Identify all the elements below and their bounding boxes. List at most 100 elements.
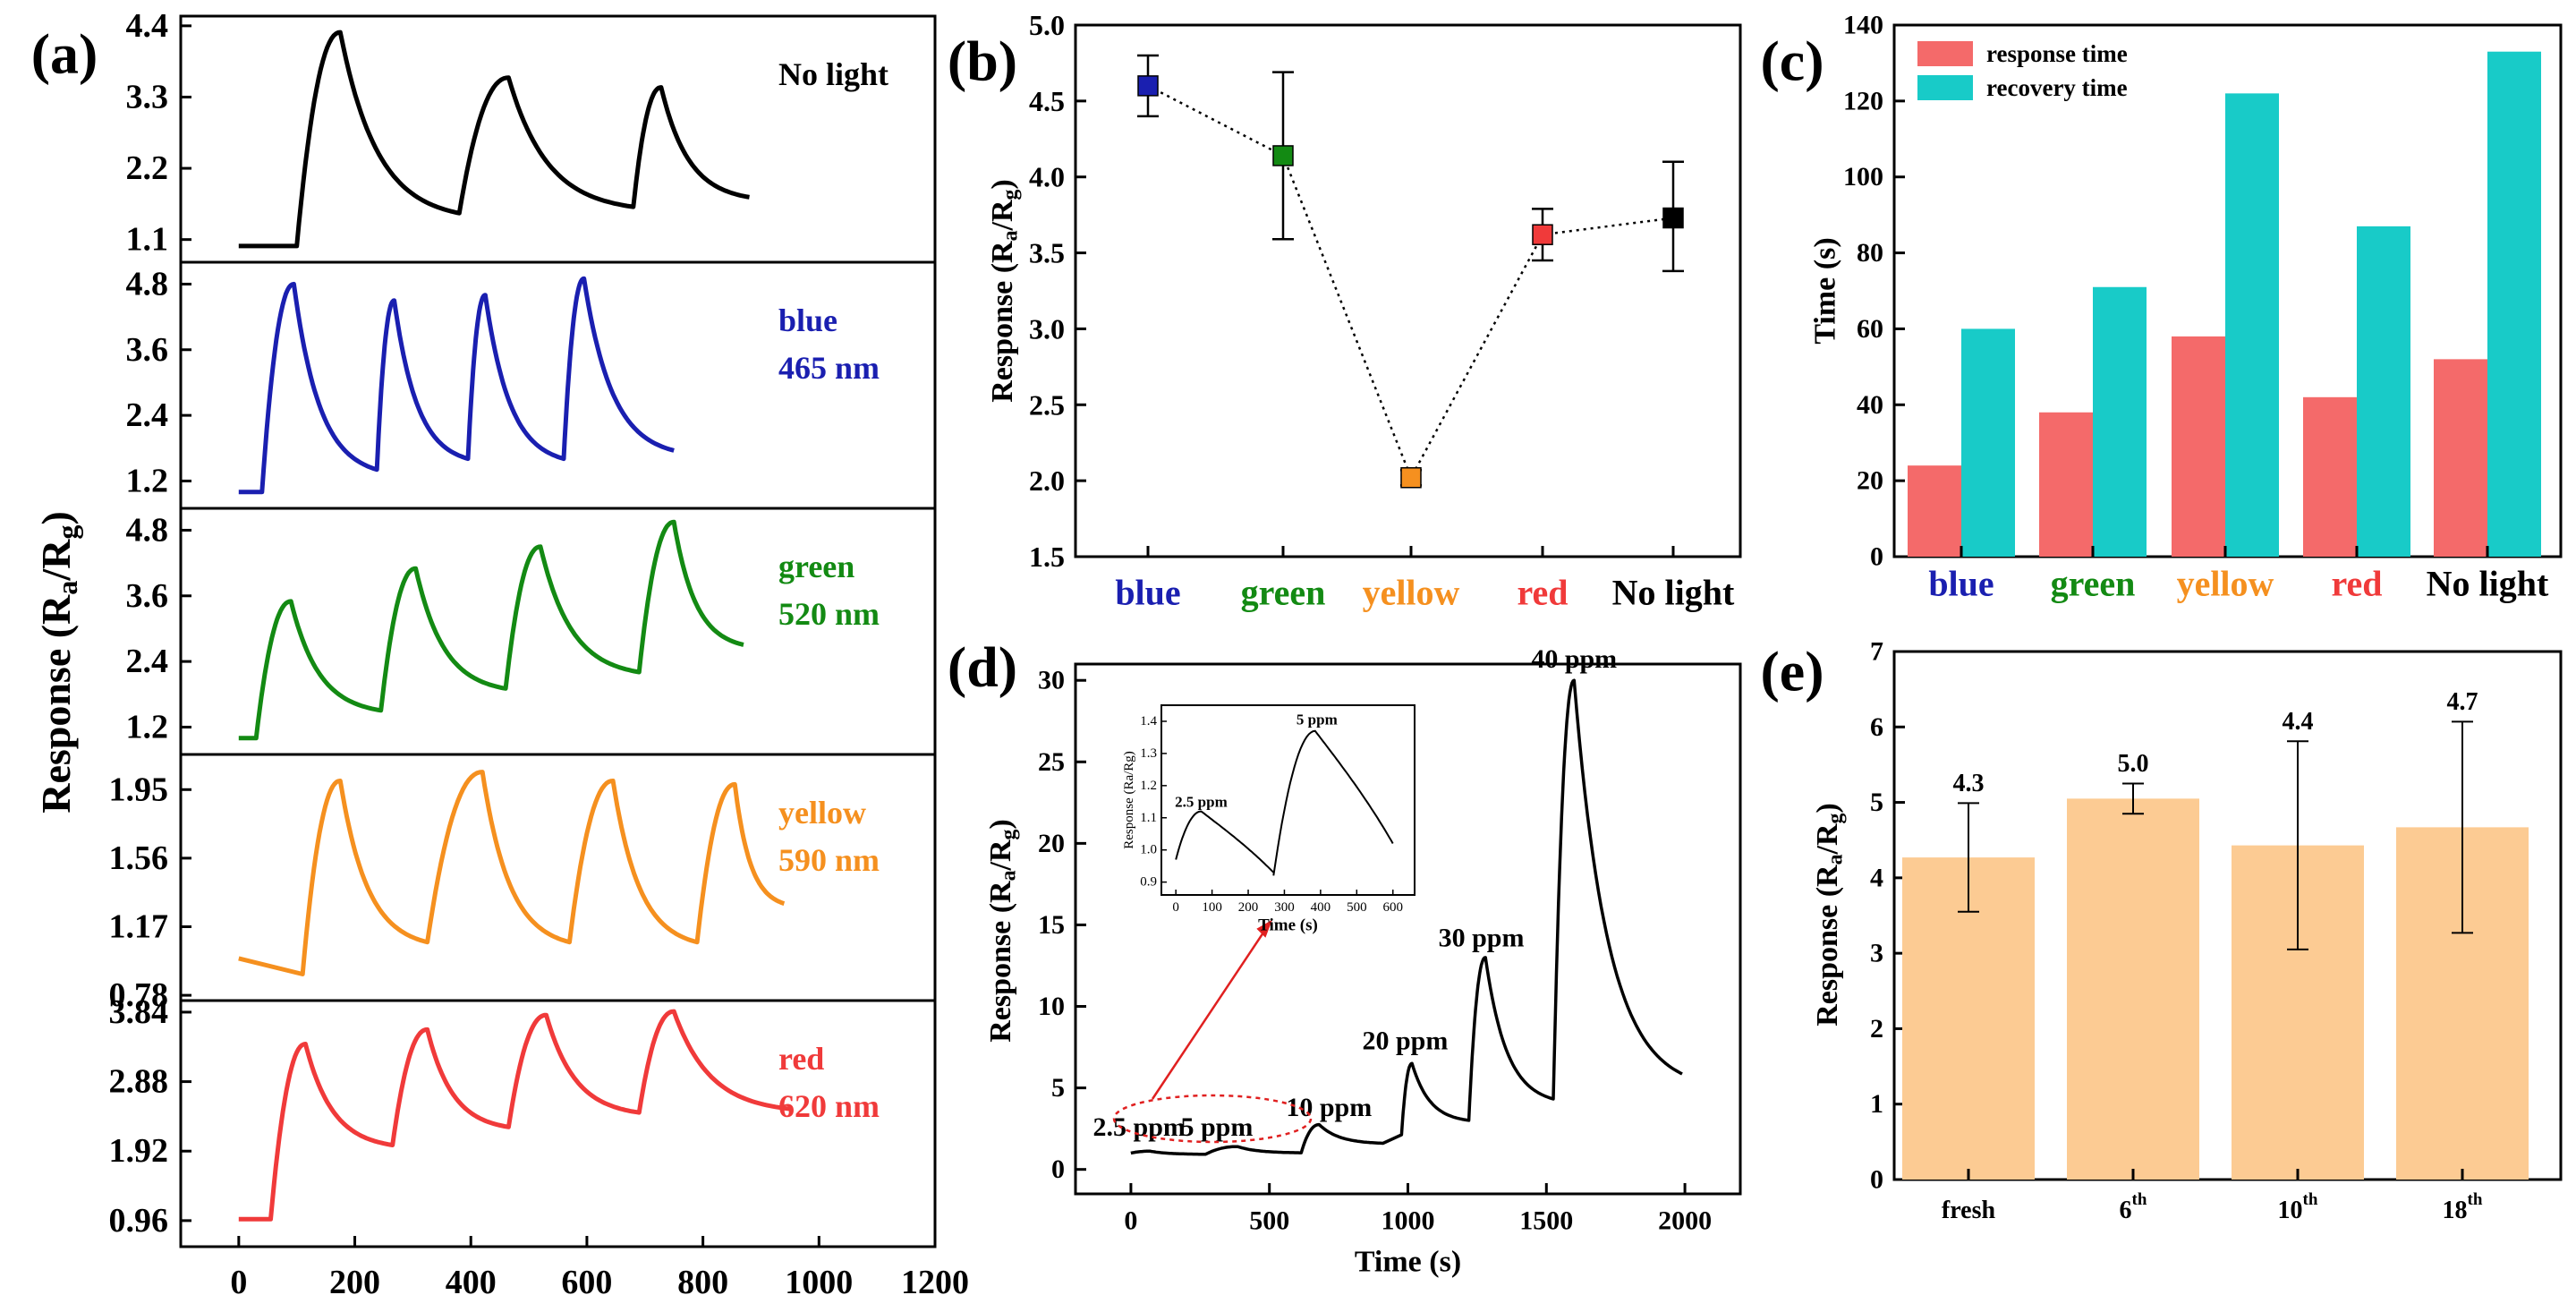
ylabel-part: g [999,189,1023,200]
y-tick-label: 3.6 [126,577,169,615]
ylabel-part: g [998,829,1021,839]
y-tick-label: 0.78 [109,976,169,1014]
ylabel-part: a [1824,854,1848,865]
series-label: green [778,549,854,584]
x-category-label: No light [2427,564,2549,604]
y-tick-label: 4.5 [1029,85,1065,117]
x-tick-label: 1200 [901,1264,969,1301]
inset-x-tick-label: 0 [1172,900,1179,915]
x-tick-label: 400 [446,1264,497,1301]
x-category-label: yellow [2177,564,2274,604]
x-category-label: No light [1612,573,1735,613]
inset-y-tick-label: 1.3 [1140,746,1157,761]
y-tick-label: 1.1 [126,221,169,259]
y-tick-label: 5 [1870,788,1883,817]
y-axis-title: Response (Ra/Rg) [984,819,1021,1043]
category-base: fresh [1942,1197,1996,1224]
inset-y-axis-title: Response (Ra/Rg) [1122,751,1136,849]
inset-x-tick-label: 400 [1311,900,1331,915]
series-line-red [238,1009,791,1222]
inset-x-axis-title: Time (s) [1258,916,1318,935]
x-tick-label: 200 [329,1264,380,1301]
y-tick-label: 3.5 [1029,237,1065,269]
ylabel-part: /R [33,539,79,582]
bar-response-time [2434,359,2487,557]
x-tick-label: 2000 [1658,1206,1712,1236]
y-tick-label: 3.84 [109,993,169,1031]
x-tick-label: 1000 [1382,1206,1435,1236]
series-label: yellow [778,795,866,831]
concentration-label: 40 ppm [1531,644,1617,674]
series-line-No light [238,30,750,249]
inset-x-tick-label: 100 [1202,900,1222,915]
ylabel-part: /R [986,200,1019,231]
y-tick-label: 4.8 [126,265,169,302]
x-tick-label: 1000 [785,1264,853,1301]
y-axis-title: Response (Ra/Rg) [986,179,1023,403]
y-tick-label: 3.0 [1029,312,1065,345]
y-axis-title: Response (Ra/Rg) [33,511,83,814]
bar-recovery-time [1961,328,2015,557]
x-tick-label: 600 [561,1264,612,1301]
value-label: 5.0 [2118,750,2149,778]
data-point-blue [1137,75,1159,97]
ylabel-part: ) [984,819,1017,829]
bar-response-time [2039,412,2093,557]
concentration-label: 10 ppm [1286,1093,1372,1122]
y-tick-label: 20 [1038,829,1065,858]
panel-label-a: (a) [31,22,98,86]
y-tick-label: 0 [1870,542,1883,572]
legend-label: response time [1986,40,2128,67]
y-tick-label: 140 [1843,11,1883,40]
legend-label: recovery time [1986,74,2128,101]
x-category-label: fresh [1942,1197,1996,1224]
ylabel-part: ) [33,511,79,524]
x-tick-label: 0 [230,1264,247,1301]
ylabel-part: g [1824,813,1848,823]
bar-6th [2067,798,2199,1180]
y-tick-label: 4.0 [1029,161,1065,193]
ylabel-part: /R [1811,823,1844,855]
category-base: 10 [2278,1197,2303,1224]
y-tick-label: 120 [1843,86,1883,115]
concentration-label: 30 ppm [1439,924,1525,953]
series-label-wavelength: 620 nm [778,1088,880,1124]
y-tick-label: 2.5 [1029,388,1065,421]
series-label-wavelength: 465 nm [778,350,880,386]
concentration-label: 20 ppm [1362,1026,1448,1055]
bar-response-time [2172,336,2225,557]
value-label: 4.3 [1953,770,1985,797]
pointer-arrowhead [1256,919,1272,938]
x-category-label: green [1241,573,1326,613]
connect-line [1147,84,1674,481]
ylabel-part: a [999,230,1023,241]
panel-c: (c) 0 20 40 60 80 100 120 140 response time recove… [1760,11,2563,604]
category-base: 18 [2443,1197,2468,1224]
y-tick-label: 25 [1038,747,1065,777]
series-line-green [238,519,744,741]
inset-frame [1160,704,1416,896]
x-tick-label: 0 [1124,1206,1137,1236]
x-tick-label: 800 [677,1264,728,1301]
plot-frame [1892,650,2563,1181]
y-tick-label: 3.3 [126,78,169,115]
response-curve [1130,678,1683,1156]
y-tick-label: 1 [1870,1089,1883,1119]
subplot-frame [179,999,937,1248]
data-point-green [1272,145,1294,166]
series-label-wavelength: 520 nm [778,596,880,632]
x-category-label: 18th [2443,1190,2483,1224]
pointer-arrow [1151,921,1272,1100]
y-tick-label: 1.17 [109,908,169,946]
panel-label-d: (d) [948,635,1017,699]
data-point-yellow [1400,466,1422,489]
panel-b: (b) 1.5 2.0 2.5 3.0 3.5 4.0 4.5 5.0 blue green yell… [948,9,1742,613]
y-tick-label: 10 [1038,992,1065,1021]
inset-x-tick-label: 200 [1238,900,1259,915]
y-axis-title: Response (Ra/Rg) [1811,803,1848,1027]
y-tick-label: 4.8 [126,511,169,549]
panel-a: (a) 1.1 2.2 3.3 4.4 No light 1.2 2.4 3.6 4.8 blue 4… [31,7,969,1301]
series-line-blue [238,276,675,495]
inset-concentration-label: 5 ppm [1297,711,1338,728]
